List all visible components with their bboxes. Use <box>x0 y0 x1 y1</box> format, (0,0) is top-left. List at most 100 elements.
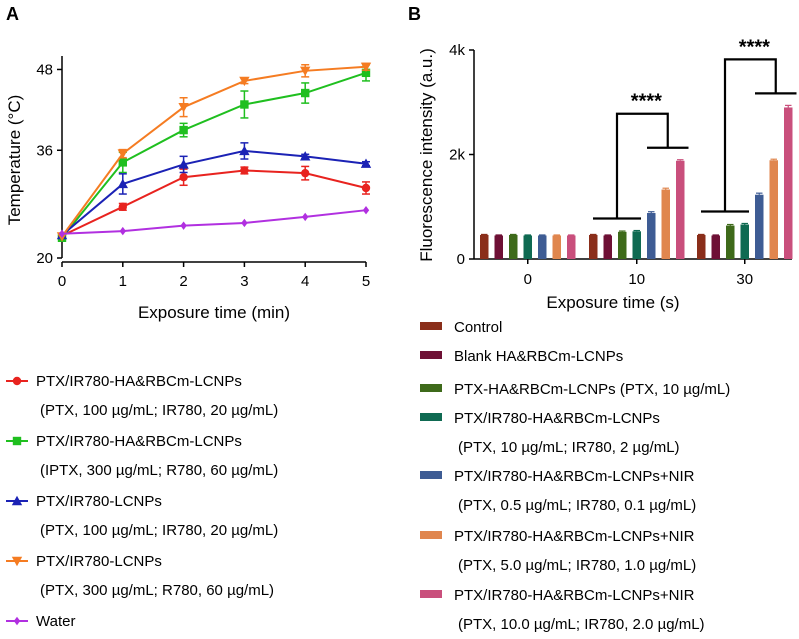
legend-detail: (PTX, 10 µg/mL; IR780, 2 µg/mL) <box>458 439 680 456</box>
panel-b-legend: Control Blank HA&RBCm-LCNPs PTX-HA&RBCm-LC… <box>420 319 730 633</box>
panel-b-label: B <box>408 4 421 24</box>
panel-a-xlabel: Exposure time (min) <box>138 303 290 322</box>
sig-bracket-connector <box>615 112 669 219</box>
legend-swatch-bar <box>420 471 442 479</box>
panel-a-ylabel: Temperature (°C) <box>5 95 24 226</box>
panel-b-bar <box>567 235 576 259</box>
panel-a-point <box>239 145 250 156</box>
panel-a-legend-item-3: PTX/IR780-LCNPs (PTX, 300 µg/mL; R780, 60… <box>6 553 274 599</box>
panel-a-point <box>240 166 249 175</box>
panel-b-bar <box>755 194 764 259</box>
panel-a-ytick-label: 36 <box>36 142 53 159</box>
legend-swatch-marker <box>12 376 22 386</box>
panel-a-point <box>239 76 250 87</box>
panel-b-legend-item-6: PTX/IR780-HA&RBCm-LCNPs+NIR (PTX, 10.0 µg… <box>420 587 705 633</box>
legend-swatch-marker <box>12 436 22 446</box>
panel-a-line <box>61 149 367 236</box>
panel-a-point <box>361 183 371 193</box>
panel-a-point <box>119 226 126 236</box>
panel-a-point <box>58 229 66 238</box>
panel-a-legend-item-2: PTX/IR780-LCNPs (PTX, 100 µg/mL; IR780, 2… <box>6 493 278 539</box>
panel-a-line <box>61 71 367 239</box>
panel-b-bar <box>589 234 598 259</box>
panel-b-xtick-label: 0 <box>524 271 532 288</box>
legend-swatch-bar <box>420 413 442 421</box>
legend-detail: (PTX, 100 µg/mL; IR780, 20 µg/mL) <box>40 522 278 539</box>
panel-b-xlabel: Exposure time (s) <box>546 293 679 312</box>
panel-a-point <box>301 88 310 98</box>
panel-a-legend-item-1: PTX/IR780-HA&RBCm-LCNPs (IPTX, 300 µg/mL;… <box>6 433 278 479</box>
panel-b-legend-item-4: PTX/IR780-HA&RBCm-LCNPs+NIR (PTX, 0.5 µg/… <box>420 468 696 514</box>
legend-label: PTX/IR780-HA&RBCm-LCNPs <box>36 373 242 390</box>
legend-swatch-marker <box>11 556 23 567</box>
panel-a-point <box>118 158 127 167</box>
legend-label: PTX/IR780-HA&RBCm-LCNPs+NIR <box>454 587 695 604</box>
panel-b-legend-item-2: PTX-HA&RBCm-LCNPs (PTX, 10 µg/mL) <box>420 381 730 398</box>
panel-a-xtick-label: 3 <box>240 273 248 290</box>
legend-detail: (PTX, 100 µg/mL; IR780, 20 µg/mL) <box>40 402 278 419</box>
legend-label: Blank HA&RBCm-LCNPs <box>454 348 623 365</box>
legend-label: PTX/IR780-HA&RBCm-LCNPs+NIR <box>454 528 695 545</box>
panel-b-bar <box>726 225 735 259</box>
panel-a-xtick-label: 1 <box>119 273 127 290</box>
panel-a-ytick-label: 48 <box>36 61 53 78</box>
panel-b-bar <box>480 234 489 259</box>
panel-b-bar <box>676 160 685 259</box>
panel-a-point <box>180 221 187 230</box>
panel-b-bar <box>784 107 793 259</box>
panel-a-point <box>300 151 311 161</box>
panel-b-bar <box>740 224 749 259</box>
panel-b-ytick-label: 0 <box>457 251 465 268</box>
panel-b-bar <box>603 235 612 259</box>
panel-a-legend-item-4: Water <box>6 613 75 630</box>
panel-b-legend-item-1: Blank HA&RBCm-LCNPs <box>420 348 623 365</box>
panel-a-point <box>118 202 128 212</box>
panel-a-point <box>301 168 310 178</box>
panel-a-line <box>61 209 367 235</box>
panel-a-point <box>360 62 372 72</box>
panel-b-bar <box>711 235 720 259</box>
panel-a-point <box>241 218 248 228</box>
panel-a-point <box>117 149 128 159</box>
legend-detail: (PTX, 0.5 µg/mL; IR780, 0.1 µg/mL) <box>458 497 696 514</box>
panel-a-point <box>179 125 188 135</box>
panel-b-xtick-label: 10 <box>628 271 645 288</box>
panel-a-point <box>361 68 371 78</box>
panel-a-line <box>61 169 367 237</box>
legend-swatch-bar <box>420 590 442 598</box>
panel-a-series <box>56 62 372 242</box>
panel-a-xtick-label: 4 <box>301 273 309 290</box>
panel-b: B 0 2k 4k 0 10 30 **** **** Fluorescence inten… <box>408 4 797 312</box>
panel-b-legend-item-5: PTX/IR780-HA&RBCm-LCNPs+NIR (PTX, 5.0 µg/… <box>420 528 696 574</box>
legend-label: PTX/IR780-HA&RBCm-LCNPs <box>454 410 660 427</box>
panel-a-ytick-label: 20 <box>36 250 53 267</box>
legend-label: Control <box>454 319 502 336</box>
panel-b-bar <box>538 235 547 259</box>
panel-b-bar <box>647 213 656 259</box>
legend-detail: (PTX, 10.0 µg/mL; IR780, 2.0 µg/mL) <box>458 616 705 633</box>
legend-swatch-bar <box>420 351 442 359</box>
panel-b-bar <box>494 235 503 259</box>
panel-a-point <box>300 66 311 77</box>
legend-label: Water <box>36 613 75 630</box>
legend-detail: (IPTX, 300 µg/mL; R780, 60 µg/mL) <box>40 462 278 479</box>
panel-b-significance: **** **** <box>593 36 797 220</box>
legend-detail: (PTX, 5.0 µg/mL; IR780, 1.0 µg/mL) <box>458 557 696 574</box>
panel-a-point <box>240 100 249 109</box>
panel-a-axes: 20 36 48 0 1 2 3 4 5 <box>36 56 370 290</box>
panel-b-ytick-label: 2k <box>449 147 465 164</box>
panel-a-xtick-label: 0 <box>58 273 66 290</box>
panel-a-point <box>179 173 188 182</box>
legend-label: PTX/IR780-HA&RBCm-LCNPs+NIR <box>454 468 695 485</box>
panel-b-bar <box>618 231 627 259</box>
sig-stars: **** <box>631 91 662 113</box>
panel-b-bar <box>769 160 778 259</box>
panel-a-point <box>302 212 309 222</box>
panel-b-ylabel: Fluorescence intensity (a.u.) <box>417 48 436 262</box>
panel-b-legend-item-0: Control <box>420 319 502 336</box>
panel-a-xtick-label: 5 <box>362 273 370 290</box>
panel-a-label: A <box>6 4 19 24</box>
panel-a: A 20 36 48 0 1 2 3 4 5 Temperature (°C) Exposure… <box>5 4 372 322</box>
panel-a-series-3 <box>56 62 372 242</box>
